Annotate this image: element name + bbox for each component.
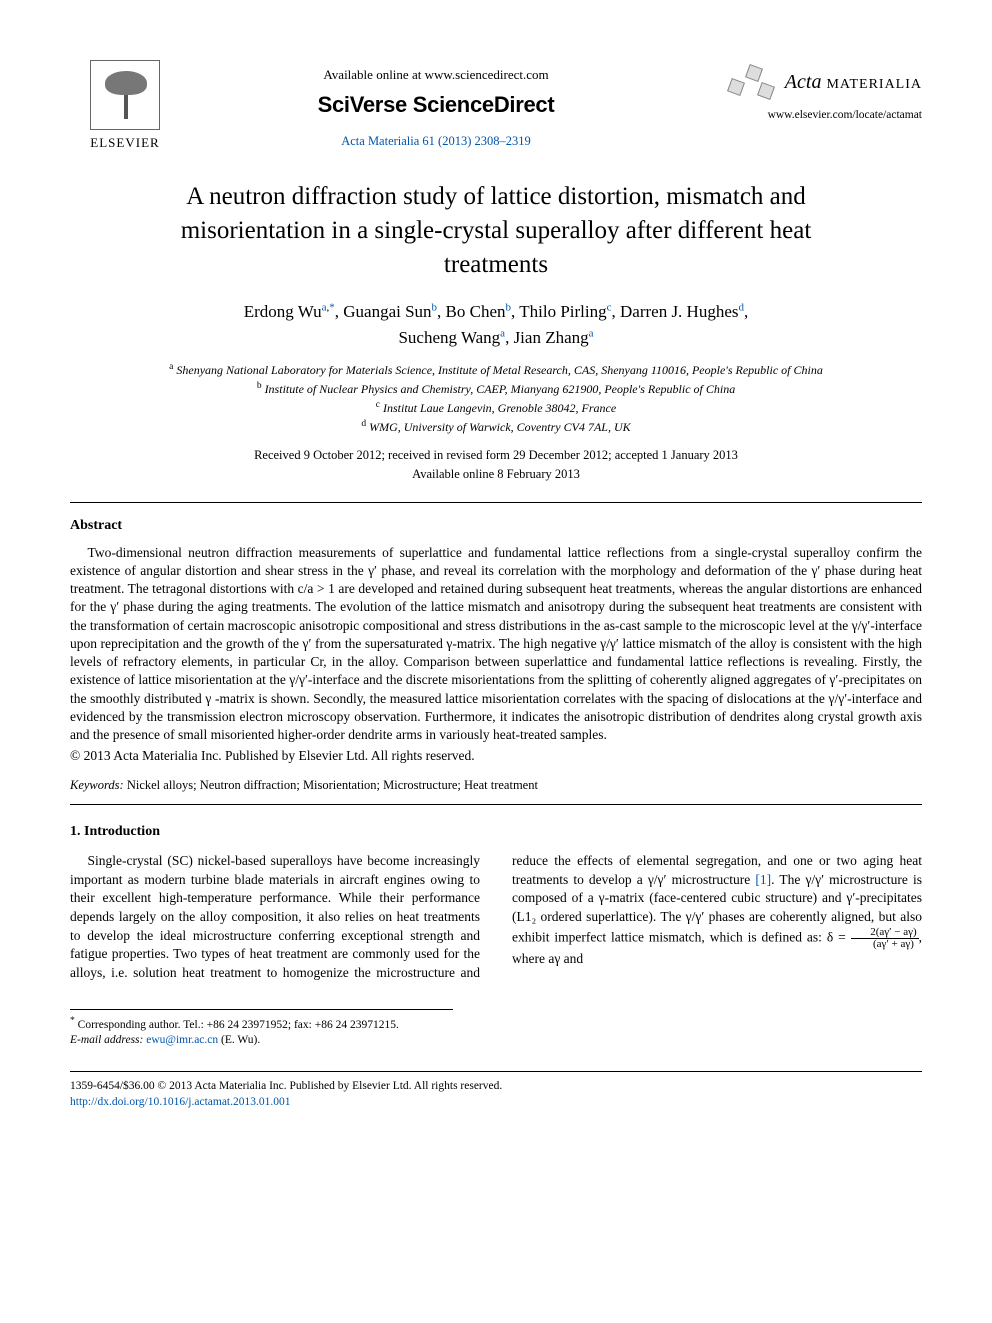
platform-name: SciVerse ScienceDirect [180,90,692,120]
aff-link[interactable]: c [607,302,612,314]
author-list: Erdong Wua,*, Guangai Sunb, Bo Chenb, Th… [70,299,922,350]
author: Thilo Pirlingc [519,302,611,321]
rule-top [70,502,922,503]
corr-line: * Corresponding author. Tel.: +86 24 239… [70,1014,453,1033]
journal-name-caps: MATERIALIA [826,77,922,92]
abstract-body: Two-dimensional neutron diffraction meas… [70,544,922,766]
rule-bottom [70,804,922,805]
author: Jian Zhanga [514,328,594,347]
author: Darren J. Hughesd [620,302,744,321]
affiliation: b Institute of Nuclear Physics and Chemi… [70,379,922,398]
article-citation-link[interactable]: Acta Materialia 61 (2013) 2308–2319 [341,134,531,148]
journal-block: Acta MATERIALIA www.elsevier.com/locate/… [692,60,922,124]
publisher-logo-block: ELSEVIER [70,60,180,152]
corresponding-footnote: * Corresponding author. Tel.: +86 24 239… [70,1009,453,1049]
received-line: Received 9 October 2012; received in rev… [70,446,922,465]
keywords-list: Nickel alloys; Neutron diffraction; Miso… [127,778,538,792]
elsevier-tree-icon [90,60,160,130]
aff-link[interactable]: a [322,302,327,314]
journal-logo: Acta MATERIALIA [692,60,922,104]
affiliation-list: a Shenyang National Laboratory for Mater… [70,360,922,436]
article-title: A neutron diffraction study of lattice d… [130,180,862,281]
affiliation: a Shenyang National Laboratory for Mater… [70,360,922,379]
author: Erdong Wua,* [244,302,335,321]
corr-link[interactable]: * [329,302,335,314]
email-label: E-mail address: [70,1034,143,1046]
intro-body: Single-crystal (SC) nickel-based superal… [70,852,922,982]
journal-name: Acta MATERIALIA [785,69,922,96]
header-center: Available online at www.sciencedirect.co… [180,60,692,152]
article-dates: Received 9 October 2012; received in rev… [70,446,922,484]
author: Sucheng Wanga [398,328,505,347]
author: Bo Chenb [446,302,511,321]
ref-citation[interactable]: [1] [755,872,771,887]
available-online-line: Available online at www.sciencedirect.co… [180,66,692,84]
journal-graphic-icon [725,60,779,104]
publisher-name: ELSEVIER [70,134,180,152]
aff-link[interactable]: a [500,327,505,339]
online-line: Available online 8 February 2013 [70,465,922,484]
doi-link[interactable]: http://dx.doi.org/10.1016/j.actamat.2013… [70,1096,291,1108]
page-header: ELSEVIER Available online at www.science… [70,60,922,152]
aff-link[interactable]: d [739,302,745,314]
affiliation: d WMG, University of Warwick, Coventry C… [70,417,922,436]
aff-link[interactable]: a [589,327,594,339]
fraction: 2(aγ′ − aγ)(aγ′ + aγ) [851,927,919,950]
journal-name-italic: Acta [785,71,822,93]
abstract-copyright: © 2013 Acta Materialia Inc. Published by… [70,747,922,765]
aff-link[interactable]: b [506,302,512,314]
corr-email-line: E-mail address: ewu@imr.ac.cn (E. Wu). [70,1032,453,1048]
page-footer: 1359-6454/$36.00 © 2013 Acta Materialia … [70,1071,922,1111]
keywords-label: Keywords: [70,778,124,792]
issn-line: 1359-6454/$36.00 © 2013 Acta Materialia … [70,1078,922,1095]
abstract-heading: Abstract [70,517,922,536]
intro-paragraph: Single-crystal (SC) nickel-based superal… [70,852,922,982]
keywords-line: Keywords: Nickel alloys; Neutron diffrac… [70,777,922,794]
aff-link[interactable]: b [432,302,438,314]
affiliation: c Institut Laue Langevin, Grenoble 38042… [70,398,922,417]
journal-url: www.elsevier.com/locate/actamat [692,108,922,124]
abstract-text: Two-dimensional neutron diffraction meas… [70,544,922,744]
email-who: (E. Wu). [221,1034,260,1046]
email-link[interactable]: ewu@imr.ac.cn [146,1034,218,1046]
author: Guangai Sunb [343,302,437,321]
section-heading-intro: 1. Introduction [70,823,922,842]
